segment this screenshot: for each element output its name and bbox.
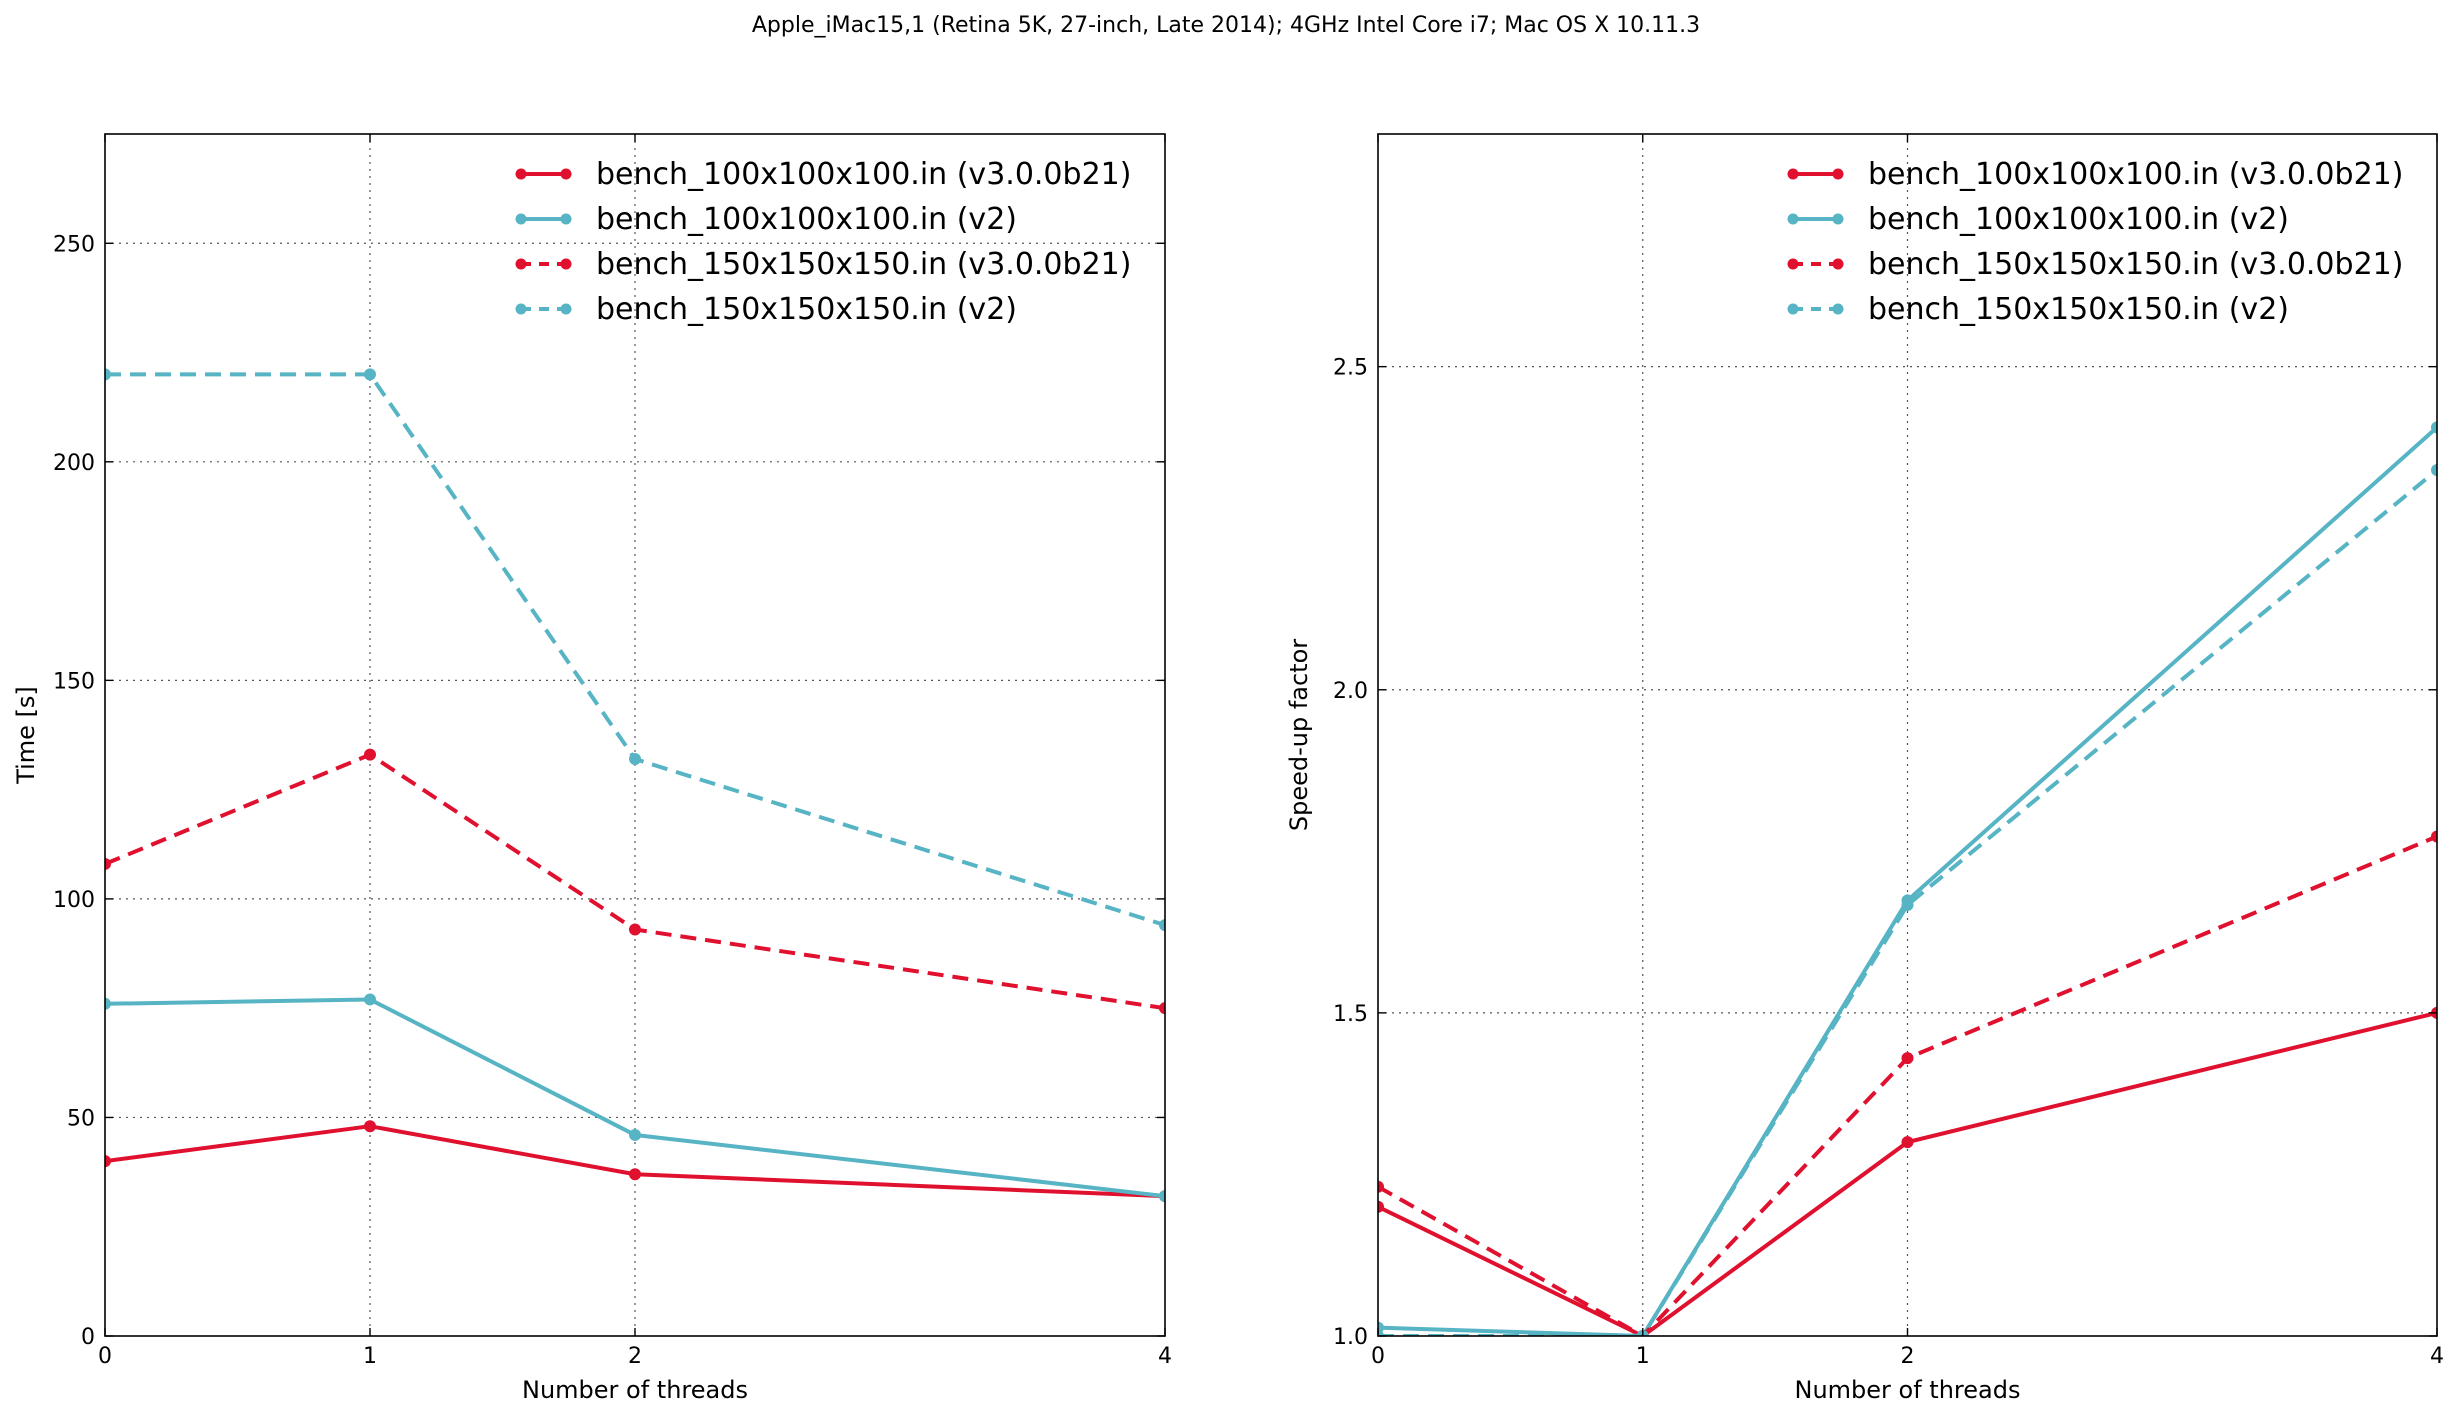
series-line-bench-100x100x100-in-v3-0-0b21 [105, 1124, 1165, 1199]
data-point-bench-100x100x100-in-v3-0-0b21-0 [105, 1155, 111, 1168]
data-point-bench-100x100x100-in-v2-0 [105, 997, 111, 1010]
data-point-bench-150x150x150-in-v2-2 [1901, 898, 1914, 911]
legend-marker [1787, 213, 1799, 225]
legend-label-bench-150x150x150-in-v3-0-0b21: bench_150x150x150.in (v3.0.0b21) [1868, 247, 2403, 282]
legend-marker [515, 168, 527, 180]
legend-label-bench-100x100x100-in-v2: bench_100x100x100.in (v2) [596, 202, 1017, 237]
legend-label-bench-100x100x100-in-v2: bench_100x100x100.in (v2) [1868, 202, 2289, 237]
y-tick-label: 1.0 [1333, 1325, 1368, 1350]
data-point-bench-150x150x150-in-v2-4 [1159, 919, 1165, 932]
legend-marker [1787, 303, 1799, 315]
data-point-bench-100x100x100-in-v2-2 [629, 1128, 641, 1141]
x-tick-label: 1 [363, 1344, 377, 1369]
legend-label-bench-150x150x150-in-v2: bench_150x150x150.in (v2) [596, 292, 1017, 327]
grid [1378, 134, 2437, 1336]
series-group [105, 368, 1165, 1203]
legend-marker [560, 168, 572, 180]
legend-marker [515, 258, 527, 270]
legend-marker [1832, 258, 1844, 270]
x-tick-label: 4 [2430, 1344, 2444, 1369]
data-point-bench-150x150x150-in-v3-0-0b21-2 [629, 923, 641, 936]
legend-label-bench-100x100x100-in-v3-0-0b21: bench_100x100x100.in (v3.0.0b21) [1868, 157, 2403, 192]
y-axis-label: Speed-up factor [1285, 639, 1313, 831]
series-line-bench-100x100x100-in-v2 [1378, 425, 2437, 1336]
y-axis-label: Time [s] [12, 686, 40, 785]
series-line-bench-150x150x150-in-v2 [1378, 468, 2437, 1336]
x-axis-label: Number of threads [522, 1376, 748, 1404]
data-point-bench-100x100x100-in-v2-4 [1159, 1190, 1165, 1203]
x-tick-label: 0 [1371, 1344, 1385, 1369]
legend-marker [560, 303, 572, 315]
data-point-bench-150x150x150-in-v3-0-0b21-4 [1159, 1002, 1165, 1015]
legend-marker [1787, 258, 1799, 270]
series-line-bench-150x150x150-in-v2 [105, 372, 1165, 928]
data-point-bench-150x150x150-in-v3-0-0b21-1 [364, 748, 376, 761]
data-point-bench-150x150x150-in-v3-0-0b21-0 [105, 857, 111, 870]
data-point-bench-150x150x150-in-v2-4 [2431, 464, 2437, 477]
y-tick-label: 2.5 [1333, 356, 1368, 381]
data-point-bench-100x100x100-in-v3-0-0b21-0 [1378, 1200, 1384, 1213]
y-tick-label: 200 [53, 451, 95, 476]
series-line-bench-150x150x150-in-v3-0-0b21 [1378, 834, 2437, 1336]
y-tick-label: 250 [53, 232, 95, 257]
x-tick-label: 2 [628, 1344, 642, 1369]
data-point-bench-100x100x100-in-v3-0-0b21-2 [1901, 1136, 1914, 1149]
y-tick-label: 50 [67, 1106, 95, 1131]
y-tick-label: 2.0 [1333, 679, 1368, 704]
data-point-bench-150x150x150-in-v2-2 [629, 753, 641, 766]
data-point-bench-150x150x150-in-v3-0-0b21-0 [1378, 1180, 1384, 1193]
data-point-bench-150x150x150-in-v2-0 [1378, 1330, 1384, 1336]
data-point-bench-100x100x100-in-v3-0-0b21-2 [629, 1168, 641, 1181]
legend: bench_100x100x100.in (v3.0.0b21) bench_10… [1787, 157, 2403, 327]
y-tick-label: 1.5 [1333, 1002, 1368, 1027]
data-point-bench-100x100x100-in-v2-4 [2431, 421, 2437, 434]
legend-marker [560, 258, 572, 270]
data-point-bench-150x150x150-in-v3-0-0b21-4 [2431, 830, 2437, 843]
x-axis-label: Number of threads [1795, 1376, 2021, 1404]
series-group [1378, 421, 2437, 1336]
legend-label-bench-150x150x150-in-v2: bench_150x150x150.in (v2) [1868, 292, 2289, 327]
x-tick-label: 0 [98, 1344, 112, 1369]
y-tick-label: 0 [81, 1325, 95, 1350]
data-point-bench-150x150x150-in-v2-1 [364, 368, 376, 381]
legend-label-bench-150x150x150-in-v3-0-0b21: bench_150x150x150.in (v3.0.0b21) [596, 247, 1131, 282]
data-point-bench-150x150x150-in-v3-0-0b21-2 [1901, 1052, 1914, 1065]
series-line-bench-100x100x100-in-v3-0-0b21 [1378, 1010, 2437, 1336]
legend-marker [560, 213, 572, 225]
x-tick-label: 1 [1636, 1344, 1650, 1369]
series-line-bench-100x100x100-in-v2 [105, 997, 1165, 1199]
data-point-bench-100x100x100-in-v2-1 [364, 993, 376, 1006]
time-chart: 0 1 2 4 0 50 100 150 200 250 Number of threads Time… [12, 133, 1172, 1404]
x-tick-label: 4 [1158, 1344, 1172, 1369]
x-tick-label: 2 [1901, 1344, 1915, 1369]
legend-marker [515, 213, 527, 225]
legend-marker [1787, 168, 1799, 180]
legend-marker [1832, 213, 1844, 225]
figure-title: Apple_iMac15,1 (Retina 5K, 27-inch, Late… [752, 13, 1700, 38]
y-tick-label: 150 [53, 669, 95, 694]
y-tick-label: 100 [53, 888, 95, 913]
legend-label-bench-100x100x100-in-v3-0-0b21: bench_100x100x100.in (v3.0.0b21) [596, 157, 1131, 192]
data-point-bench-100x100x100-in-v3-0-0b21-1 [364, 1120, 376, 1133]
legend: bench_100x100x100.in (v3.0.0b21) bench_10… [515, 157, 1131, 327]
legend-marker [515, 303, 527, 315]
legend-marker [1832, 168, 1844, 180]
legend-marker [1832, 303, 1844, 315]
speedup-chart: 0 1 2 4 1.0 1.5 2.0 2.5 Number of threads Speed-u… [1285, 133, 2444, 1404]
data-point-bench-150x150x150-in-v2-0 [105, 368, 111, 381]
